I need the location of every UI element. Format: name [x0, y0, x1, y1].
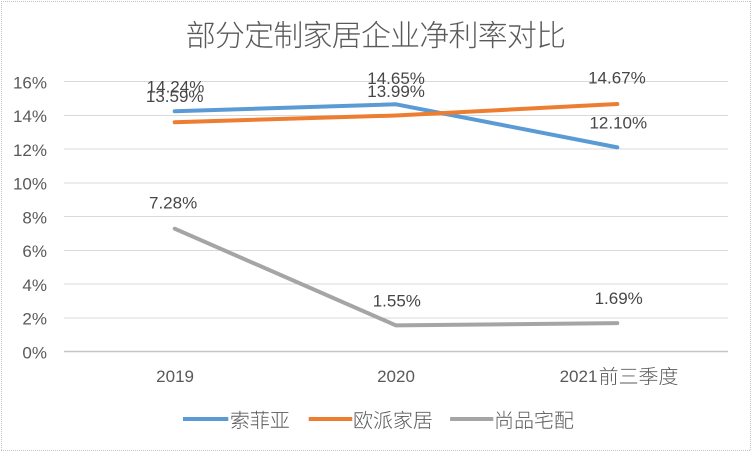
- svg-text:13.59%: 13.59%: [146, 87, 204, 106]
- svg-text:2%: 2%: [22, 310, 47, 329]
- svg-text:13.99%: 13.99%: [367, 82, 425, 101]
- svg-text:14.24%: 14.24%: [147, 77, 205, 96]
- svg-text:8%: 8%: [22, 208, 47, 227]
- svg-text:4%: 4%: [22, 276, 47, 295]
- svg-text:7.28%: 7.28%: [149, 193, 197, 212]
- svg-text:2019: 2019: [156, 367, 194, 386]
- svg-text:0%: 0%: [22, 344, 47, 363]
- svg-text:12%: 12%: [13, 141, 47, 160]
- svg-text:10%: 10%: [13, 175, 47, 194]
- svg-text:6%: 6%: [22, 242, 47, 261]
- svg-text:14.65%: 14.65%: [367, 69, 425, 88]
- svg-text:12.10%: 12.10%: [589, 113, 647, 132]
- svg-text:2020: 2020: [377, 367, 415, 386]
- svg-text:14.67%: 14.67%: [588, 68, 646, 87]
- svg-text:1.69%: 1.69%: [595, 289, 643, 308]
- svg-text:14%: 14%: [13, 107, 47, 126]
- svg-text:2021: 2021: [560, 367, 598, 386]
- svg-text:16%: 16%: [13, 73, 47, 92]
- svg-text:1.55%: 1.55%: [373, 292, 421, 311]
